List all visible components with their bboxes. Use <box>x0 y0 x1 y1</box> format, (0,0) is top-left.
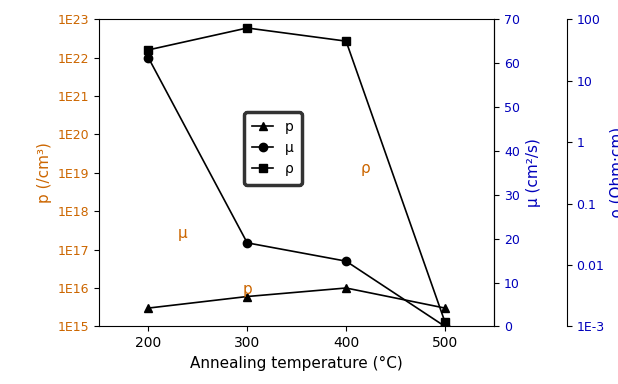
μ <box>342 259 350 263</box>
Line: μ: μ <box>144 53 449 331</box>
p <box>145 306 152 310</box>
μ <box>243 240 251 245</box>
p <box>441 306 449 310</box>
Text: μ: μ <box>178 226 188 241</box>
Line: ρ: ρ <box>144 24 449 326</box>
ρ <box>145 48 152 52</box>
X-axis label: Annealing temperature (°C): Annealing temperature (°C) <box>190 356 403 371</box>
ρ <box>342 39 350 43</box>
Legend: p, μ, ρ: p, μ, ρ <box>244 112 302 184</box>
ρ <box>243 26 251 30</box>
Y-axis label: ρ (Ohm·cm): ρ (Ohm·cm) <box>610 127 618 218</box>
ρ <box>441 320 449 324</box>
Y-axis label: μ (cm²/s): μ (cm²/s) <box>526 138 541 207</box>
Y-axis label: p (/cm³): p (/cm³) <box>37 142 52 203</box>
p <box>243 294 251 299</box>
p <box>342 286 350 290</box>
Text: ρ: ρ <box>361 161 371 176</box>
μ <box>441 324 449 329</box>
Line: p: p <box>144 284 449 312</box>
μ <box>145 55 152 60</box>
Text: p: p <box>242 282 252 297</box>
